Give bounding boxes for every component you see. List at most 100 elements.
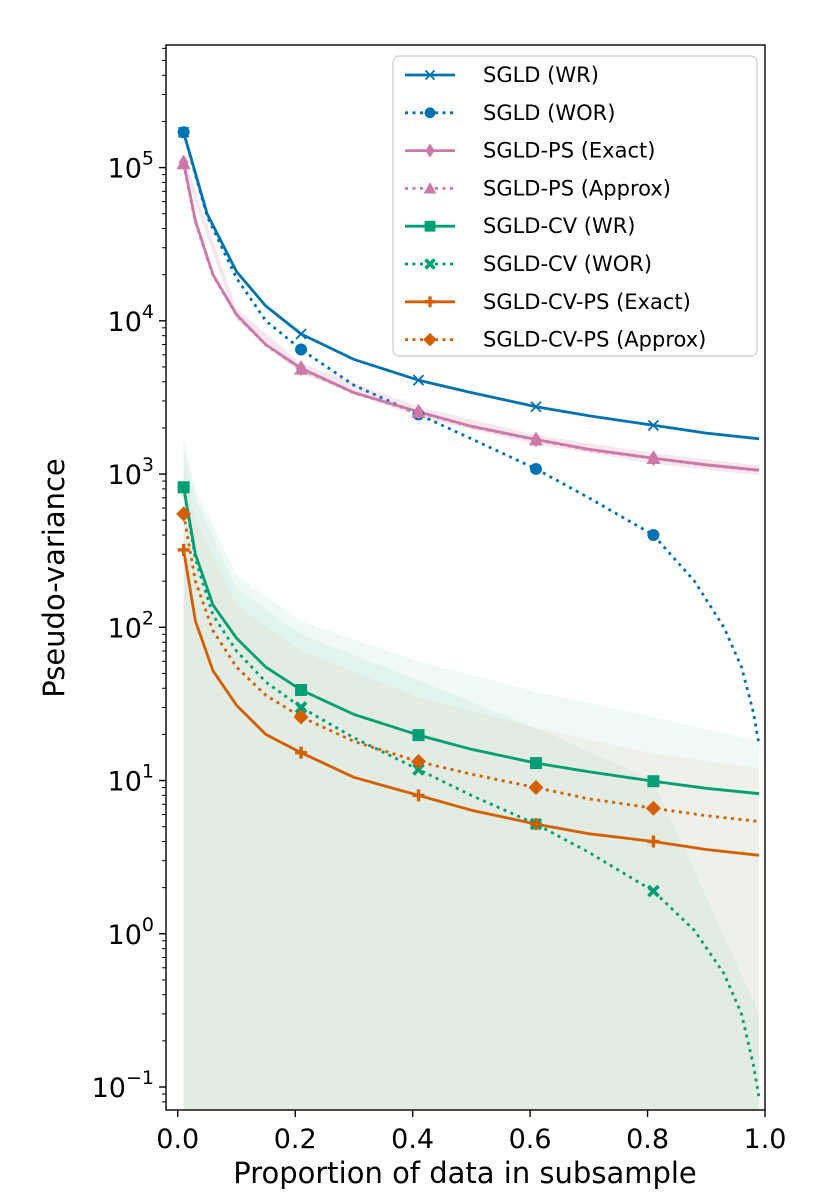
legend-marker-0 xyxy=(424,69,436,81)
y-tick-base-4: 10 xyxy=(108,767,142,798)
series-4-marker-4 xyxy=(647,775,660,788)
series-line-1 xyxy=(182,131,761,746)
series-1-marker-0 xyxy=(177,126,190,139)
y-tick-exponent-6: −1 xyxy=(126,1067,154,1089)
series-3-marker-2-shape xyxy=(411,405,426,418)
series-5-marker-1 xyxy=(412,763,425,776)
series-0-marker-2-b xyxy=(412,374,425,386)
series-3-marker-3-shape xyxy=(528,432,543,446)
series-0-marker-3-b xyxy=(530,401,542,413)
x-axis-title: Proportion of data in subsample xyxy=(233,1156,697,1190)
series-3-marker-0 xyxy=(176,156,191,170)
plot-frame xyxy=(165,44,766,1111)
band-2 xyxy=(183,447,760,1110)
y-tick-exponent-3: 2 xyxy=(142,607,154,629)
series-1-marker-4 xyxy=(647,529,660,542)
series-6-marker-1 xyxy=(295,746,308,759)
series-3-marker-0-shape xyxy=(176,156,191,170)
legend-marker-2-shape xyxy=(425,143,435,158)
legend-marker-2 xyxy=(425,143,435,158)
legend: SGLD (WR) SGLD (WOR) SGLD-PS (Exact) SGLD-P… xyxy=(392,55,758,357)
legend-marker-1-shape xyxy=(424,107,436,119)
y-tick-base-2: 10 xyxy=(108,460,142,491)
legend-label-5: SGLD-CV (WOR) xyxy=(483,252,652,276)
series-0-marker-4 xyxy=(647,419,660,431)
series-0-marker-3 xyxy=(530,401,542,413)
series-7-marker-3-shape xyxy=(528,780,544,796)
legend-label-7: SGLD-CV-PS (Approx) xyxy=(483,328,706,352)
y-tick-label-0: 105 xyxy=(108,148,154,185)
series-7-marker-4 xyxy=(645,800,661,816)
series-3-marker-3 xyxy=(528,432,543,446)
series-7-marker-2-shape xyxy=(411,754,427,770)
legend-marker-7-shape xyxy=(423,332,437,347)
series-6-marker-4 xyxy=(647,835,660,848)
legend-label-4: SGLD-CV (WR) xyxy=(483,214,636,238)
series-7-marker-1-shape xyxy=(293,709,309,725)
x-tick-label-4: 0.8 xyxy=(626,1124,669,1155)
legend-frame xyxy=(392,55,758,357)
y-tick-label-5: 100 xyxy=(108,914,154,951)
confidence-bands xyxy=(183,156,760,1110)
legend-marker-3-shape xyxy=(423,182,437,194)
legend-label-0: SGLD (WR) xyxy=(483,63,599,87)
series-5-marker-3 xyxy=(647,884,660,898)
legend-marker-4 xyxy=(424,220,436,232)
series-4-marker-2-shape xyxy=(412,729,425,742)
legend-marker-3 xyxy=(423,182,437,194)
series-0-marker-1-b xyxy=(295,328,307,340)
y-tick-base-5: 10 xyxy=(108,920,142,951)
legend-label-3: SGLD-PS (Approx) xyxy=(483,176,671,200)
band-3 xyxy=(183,467,760,1110)
series-1-marker-4-shape xyxy=(647,529,660,542)
y-tick-exponent-1: 4 xyxy=(142,301,154,323)
series-line-7 xyxy=(182,513,760,823)
y-tick-label-3: 102 xyxy=(108,607,154,644)
y-tick-label-6: 10−1 xyxy=(92,1067,154,1104)
x-tick-label-3: 0.6 xyxy=(509,1124,552,1155)
series-7-marker-0-shape xyxy=(176,506,192,522)
x-tick-label-5: 1.0 xyxy=(744,1124,787,1155)
legend-marker-1 xyxy=(424,107,436,119)
legend-marker-5-b xyxy=(424,258,436,270)
x-tick-label-2: 0.4 xyxy=(391,1124,434,1155)
series-1-marker-3 xyxy=(529,462,542,475)
series-7-marker-1 xyxy=(293,709,309,725)
series-line-5 xyxy=(182,487,761,1099)
y-tick-base-6: 10 xyxy=(92,1073,126,1104)
legend-label-6: SGLD-CV-PS (Exact) xyxy=(483,290,691,314)
series-7-marker-3 xyxy=(528,780,544,796)
series-5-marker-0-b xyxy=(294,701,308,714)
series-5-marker-3-b xyxy=(647,884,660,898)
series-4-marker-3 xyxy=(529,757,542,770)
x-axis-ticks: 0.0 0.2 0.4 0.6 0.8 1.0 xyxy=(156,1110,786,1155)
legend-marker-6 xyxy=(424,296,436,308)
series-5-marker-1-b xyxy=(412,763,425,776)
series-0-marker-4-b xyxy=(647,419,660,431)
band-1 xyxy=(183,438,760,1110)
y-tick-base-3: 10 xyxy=(108,613,142,644)
series-markers xyxy=(176,126,661,898)
series-4-marker-1-shape xyxy=(295,683,308,696)
series-3-marker-1 xyxy=(294,361,309,375)
series-0-marker-2 xyxy=(412,374,425,386)
series-line-4 xyxy=(182,487,760,796)
series-6-marker-2 xyxy=(412,789,425,802)
series-4-marker-1 xyxy=(295,683,308,696)
series-1-marker-3-shape xyxy=(529,462,542,475)
series-4-marker-2 xyxy=(412,729,425,742)
legend-marker-5 xyxy=(424,258,436,270)
legend-label-1: SGLD (WOR) xyxy=(483,101,615,125)
series-0-marker-1 xyxy=(295,328,307,340)
legend-marker-0-b xyxy=(424,69,436,81)
series-1-marker-1-shape xyxy=(295,343,308,356)
x-tick-label-0: 0.0 xyxy=(156,1124,199,1155)
y-tick-label-2: 103 xyxy=(108,454,154,491)
y-axis-title: Pseudo-variance xyxy=(37,458,71,698)
x-tick-label-1: 0.2 xyxy=(274,1124,317,1155)
y-tick-base-0: 10 xyxy=(108,154,142,185)
y-tick-exponent-2: 3 xyxy=(142,454,154,476)
series-7-marker-4-shape xyxy=(645,800,661,816)
